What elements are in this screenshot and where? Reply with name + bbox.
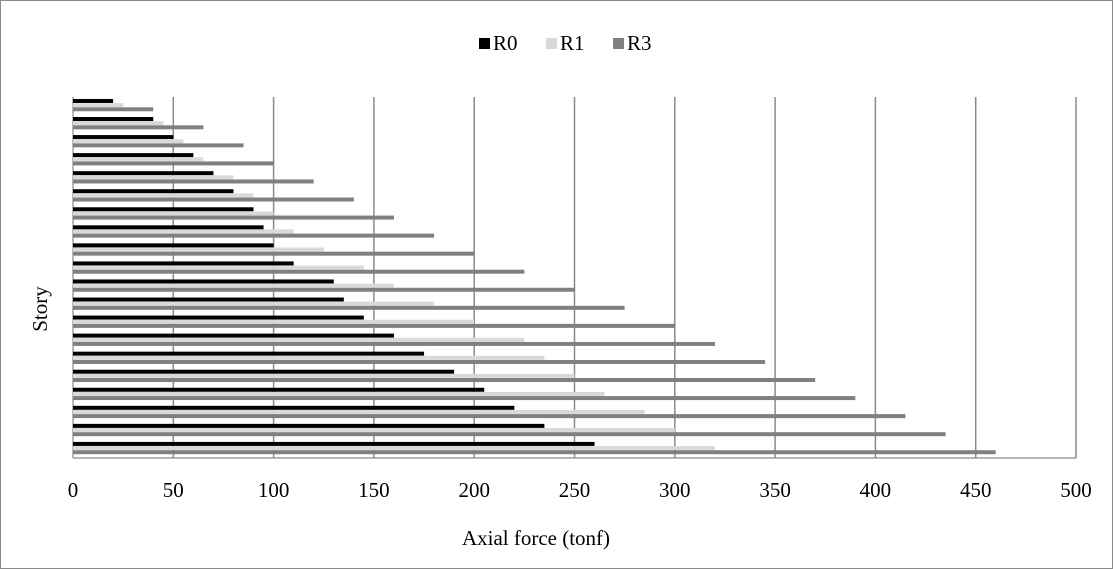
bar-r0-story-15 xyxy=(73,351,425,356)
x-tick-label: 100 xyxy=(258,478,290,502)
bar-r3-story-6 xyxy=(73,197,354,202)
bar-r0-story-16 xyxy=(73,369,455,374)
bar-r1-story-10 xyxy=(73,265,364,270)
gridlines xyxy=(72,97,1077,458)
bar-r0-story-11 xyxy=(73,279,334,284)
bar-r1-story-4 xyxy=(73,157,204,162)
bar-r1-story-7 xyxy=(73,211,274,216)
bar-r0-story-6 xyxy=(73,189,234,194)
bar-r1-story-12 xyxy=(73,301,435,306)
bar-r1-story-6 xyxy=(73,193,254,198)
bar-r1-story-5 xyxy=(73,175,234,180)
x-tick-label: 0 xyxy=(68,478,79,502)
bar-r0-story-12 xyxy=(73,297,344,302)
legend-label-r0: R0 xyxy=(493,31,518,55)
bar-r0-story-8 xyxy=(73,225,264,230)
bar-r0-story-13 xyxy=(73,315,364,320)
bar-r1-story-16 xyxy=(73,373,575,378)
bar-r3-story-19 xyxy=(73,432,946,437)
legend-swatch-r0 xyxy=(479,38,490,49)
bar-r1-story-11 xyxy=(73,283,394,288)
bar-r3-story-7 xyxy=(73,215,394,220)
bar-r1-story-15 xyxy=(73,355,545,360)
x-tick-label: 350 xyxy=(759,478,791,502)
legend-swatch-r3 xyxy=(613,38,624,49)
bar-r1-story-13 xyxy=(73,319,475,324)
x-tick-label: 200 xyxy=(458,478,490,502)
bar-r1-story-8 xyxy=(73,229,294,234)
bar-r3-story-20 xyxy=(73,450,996,455)
bar-r1-story-14 xyxy=(73,337,525,342)
bar-r3-story-2 xyxy=(73,125,204,130)
bar-r1-story-20 xyxy=(73,446,715,451)
bar-r3-story-10 xyxy=(73,269,525,274)
bar-r3-story-18 xyxy=(73,414,906,419)
bar-r0-story-1 xyxy=(73,98,114,103)
bar-r1-story-1 xyxy=(73,103,124,108)
bar-r0-story-10 xyxy=(73,261,294,266)
bar-r3-story-16 xyxy=(73,378,816,383)
bar-r0-story-9 xyxy=(73,243,274,248)
bar-r1-story-2 xyxy=(73,121,164,126)
bar-r3-story-1 xyxy=(73,107,154,112)
bar-r0-story-17 xyxy=(73,387,485,392)
x-tick-label: 150 xyxy=(358,478,390,502)
bar-r1-story-9 xyxy=(73,247,324,252)
bar-r3-story-4 xyxy=(73,161,274,166)
bar-r3-story-11 xyxy=(73,287,575,292)
bar-r3-story-5 xyxy=(73,179,314,184)
x-tick-labels: 0 50 100 150 200 250 300 350 400 450 500 xyxy=(68,478,1092,502)
bar-r0-story-20 xyxy=(73,441,595,446)
x-tick-label: 500 xyxy=(1060,478,1092,502)
legend-label-r1: R1 xyxy=(560,31,585,55)
bar-r3-story-8 xyxy=(73,233,435,238)
bar-r3-story-3 xyxy=(73,143,244,148)
x-tick-label: 250 xyxy=(559,478,591,502)
bar-r0-story-2 xyxy=(73,117,154,122)
bar-r1-story-19 xyxy=(73,428,675,433)
bar-r1-story-3 xyxy=(73,139,184,144)
x-axis-title: Axial force (tonf) xyxy=(462,526,610,550)
bar-r0-story-5 xyxy=(73,171,214,176)
bar-r3-story-14 xyxy=(73,341,715,346)
bar-r3-story-9 xyxy=(73,251,475,256)
bar-r0-story-3 xyxy=(73,135,174,140)
legend-label-r3: R3 xyxy=(627,31,652,55)
bar-r0-story-19 xyxy=(73,423,545,428)
bar-r1-story-17 xyxy=(73,391,605,396)
x-tick-label: 400 xyxy=(860,478,892,502)
x-tick-label: 300 xyxy=(659,478,691,502)
bar-r3-story-13 xyxy=(73,323,675,328)
bar-r3-story-17 xyxy=(73,396,856,401)
bar-r0-story-18 xyxy=(73,405,515,410)
bar-r1-story-18 xyxy=(73,409,645,414)
bar-r0-story-14 xyxy=(73,333,394,338)
x-tick-label: 450 xyxy=(960,478,992,502)
bars xyxy=(73,98,996,455)
y-axis-title: Story xyxy=(28,286,52,332)
bar-r0-story-7 xyxy=(73,207,254,212)
x-tick-label: 50 xyxy=(163,478,184,502)
legend: R0 R1 R3 xyxy=(479,31,652,55)
bar-r3-story-15 xyxy=(73,359,766,364)
bar-r0-story-4 xyxy=(73,153,194,158)
bar-r3-story-12 xyxy=(73,305,625,310)
legend-swatch-r1 xyxy=(546,38,557,49)
